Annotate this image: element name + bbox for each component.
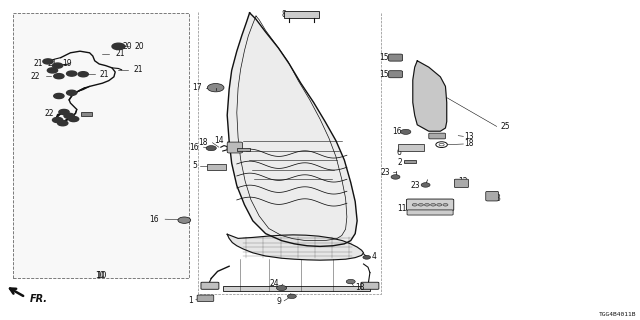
Bar <box>284 11 319 18</box>
Circle shape <box>47 68 58 73</box>
Text: 21: 21 <box>48 60 57 68</box>
FancyBboxPatch shape <box>407 210 453 215</box>
Circle shape <box>59 109 69 115</box>
Text: 17: 17 <box>193 83 202 92</box>
FancyBboxPatch shape <box>361 282 379 289</box>
Text: 25: 25 <box>500 122 510 131</box>
Text: 21: 21 <box>99 70 109 79</box>
Text: 18: 18 <box>198 138 207 147</box>
Text: 14: 14 <box>214 136 224 145</box>
Circle shape <box>43 59 53 64</box>
Circle shape <box>52 63 63 68</box>
Text: 11: 11 <box>397 204 407 213</box>
Circle shape <box>112 43 125 50</box>
Circle shape <box>178 217 191 223</box>
Polygon shape <box>227 13 357 246</box>
Text: 12: 12 <box>458 177 468 186</box>
FancyBboxPatch shape <box>388 71 403 78</box>
Bar <box>404 160 416 163</box>
Text: 16: 16 <box>189 143 198 152</box>
FancyBboxPatch shape <box>406 199 454 211</box>
Text: 16: 16 <box>392 127 402 136</box>
Text: 18: 18 <box>465 140 474 148</box>
Circle shape <box>443 204 448 206</box>
Circle shape <box>363 255 371 259</box>
Text: 3: 3 <box>495 194 500 203</box>
Text: TGG4B4011B: TGG4B4011B <box>599 312 637 317</box>
Circle shape <box>421 183 430 187</box>
Text: 10: 10 <box>95 271 106 280</box>
Text: 20: 20 <box>123 42 132 51</box>
Circle shape <box>436 204 442 206</box>
Circle shape <box>68 116 79 122</box>
Text: 16: 16 <box>149 215 159 224</box>
Bar <box>207 164 226 170</box>
Text: 8: 8 <box>282 10 286 19</box>
Circle shape <box>412 204 417 206</box>
Text: 4: 4 <box>371 252 376 261</box>
Text: 9: 9 <box>276 297 282 306</box>
Text: 2: 2 <box>237 145 242 154</box>
Text: 18: 18 <box>355 283 365 292</box>
Polygon shape <box>413 61 447 131</box>
Circle shape <box>207 84 224 92</box>
Text: 21: 21 <box>115 49 125 58</box>
Circle shape <box>419 204 424 206</box>
Text: 6: 6 <box>396 148 401 157</box>
Text: 21: 21 <box>34 60 43 68</box>
Circle shape <box>54 93 64 99</box>
Text: 10: 10 <box>96 271 106 280</box>
Bar <box>398 144 424 151</box>
Text: 15: 15 <box>380 53 389 62</box>
Text: 5: 5 <box>192 161 197 170</box>
Text: 24: 24 <box>269 279 279 288</box>
Bar <box>223 286 370 291</box>
Text: 1: 1 <box>189 296 193 305</box>
Text: FR.: FR. <box>29 293 47 304</box>
FancyBboxPatch shape <box>429 133 445 139</box>
Circle shape <box>287 294 296 299</box>
FancyBboxPatch shape <box>201 282 219 289</box>
Text: 23: 23 <box>381 168 390 177</box>
Circle shape <box>64 113 74 118</box>
Text: 22: 22 <box>31 72 40 81</box>
Circle shape <box>54 74 64 79</box>
Circle shape <box>52 117 63 123</box>
FancyBboxPatch shape <box>486 191 499 201</box>
Text: 21: 21 <box>133 65 143 74</box>
Circle shape <box>67 90 77 95</box>
Bar <box>13 13 189 278</box>
Text: 22: 22 <box>45 109 54 118</box>
FancyBboxPatch shape <box>227 142 243 153</box>
Text: 2: 2 <box>397 158 402 167</box>
Text: 23: 23 <box>410 181 420 190</box>
Text: 20: 20 <box>134 42 144 51</box>
Circle shape <box>391 175 400 179</box>
Text: 15: 15 <box>380 70 389 79</box>
Bar <box>81 112 92 116</box>
Circle shape <box>67 71 77 76</box>
Circle shape <box>206 146 216 151</box>
Circle shape <box>58 121 68 126</box>
Circle shape <box>346 279 355 284</box>
Bar <box>237 148 250 151</box>
Circle shape <box>276 285 287 291</box>
Circle shape <box>401 129 411 134</box>
Circle shape <box>431 204 436 206</box>
FancyBboxPatch shape <box>454 179 468 188</box>
Text: 19: 19 <box>61 60 72 68</box>
FancyBboxPatch shape <box>197 295 214 301</box>
FancyBboxPatch shape <box>388 54 403 61</box>
Circle shape <box>78 72 88 77</box>
Circle shape <box>439 143 444 146</box>
Circle shape <box>424 204 429 206</box>
Polygon shape <box>227 234 364 260</box>
Text: 13: 13 <box>465 132 474 141</box>
